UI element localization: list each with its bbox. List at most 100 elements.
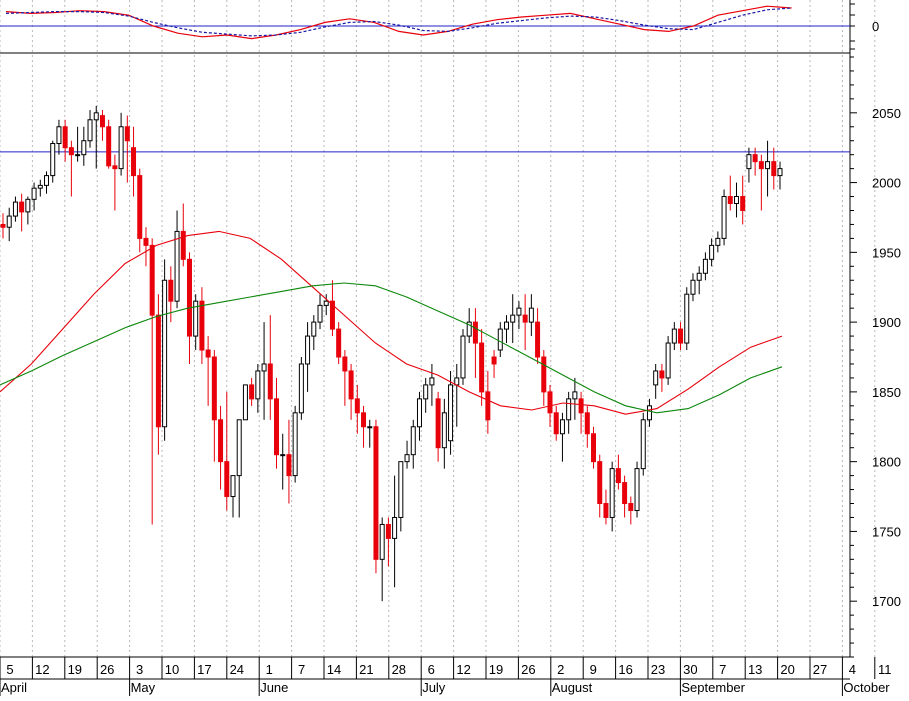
candle-body [255,370,261,400]
x-day-label: 24 [230,662,244,677]
y-tick-label: 1750 [872,524,901,539]
y-tick-label: 1700 [872,594,901,609]
candle-body [373,426,379,560]
y-tick-label: 1850 [872,385,901,400]
x-month-label: August [552,680,593,695]
candle-body [410,426,416,456]
candle-body [765,161,771,170]
candle-body [118,126,124,170]
candle-body [491,356,497,365]
candle-body [298,363,304,414]
candle-body [62,126,68,149]
candle-body [429,377,435,386]
x-month-label: April [1,680,27,695]
candle-body [44,175,50,186]
candle-body [37,184,43,189]
candle-body [516,307,522,316]
candle-body [50,143,56,177]
candle-body [361,412,367,428]
y-tick-label: 1900 [872,315,901,330]
candle-body [715,237,721,246]
candle-body [591,433,597,463]
x-month-label: October [843,680,890,695]
candle-body [131,147,137,177]
candle-body [479,342,485,393]
candle-body [460,335,466,379]
candle-body [236,419,242,477]
candle-body [336,328,342,358]
candle-body [211,356,217,421]
x-day-label: 19 [489,662,503,677]
x-day-label: 30 [683,662,697,677]
x-day-label: 12 [35,662,49,677]
y-tick-label: 2000 [872,176,901,191]
candle-body [684,293,690,344]
candle-body [740,196,746,211]
candle-body [522,314,528,323]
candle-body [497,328,503,351]
candle-body [193,300,199,337]
candle-body [174,230,180,302]
x-day-label: 20 [780,662,794,677]
x-day-label: 7 [719,662,726,677]
candle-body [646,405,652,421]
x-day-label: 3 [136,662,143,677]
candle-body [771,161,777,177]
x-day-label: 9 [590,662,597,677]
candle-body [702,258,708,274]
candle-body [609,468,615,518]
candle-body [528,307,534,323]
candle-body [435,398,441,449]
y-tick-label: 2050 [872,106,901,121]
x-day-label: 1 [266,662,273,677]
candle-body [541,356,547,393]
candle-body [367,426,373,429]
x-day-label: 21 [359,662,373,677]
candle-body [149,244,155,316]
candle-body [566,398,572,421]
candle-body [155,314,161,428]
x-day-label: 7 [298,662,305,677]
candle-body [578,398,584,414]
x-day-label: 17 [197,662,211,677]
candle-body [727,196,733,205]
candle-body [180,230,186,260]
candle-body [137,175,143,239]
candle-body [547,391,553,414]
candle-body [485,391,491,421]
candle-body [342,356,348,372]
x-day-label: 28 [392,662,406,677]
candle-body [99,115,105,128]
candle-body [274,398,280,456]
candle-body [665,342,671,379]
x-day-label: 23 [651,662,665,677]
candle-body [124,126,130,142]
candle-body [354,398,360,414]
moving-average-line [0,230,783,415]
x-day-label: 26 [521,662,535,677]
candle-body [162,279,168,428]
x-month-label: June [260,680,288,695]
candle-body [634,468,640,511]
candle-body [68,147,74,156]
candle-body [329,300,335,330]
candle-body [466,321,472,337]
candle-body [584,412,590,435]
candle-body [25,198,31,213]
y-tick-label: 1800 [872,455,901,470]
candle-body [398,461,404,518]
x-day-label: 5 [6,662,13,677]
candle-body [758,161,764,170]
candle-body [87,119,93,142]
candle-body [441,412,447,449]
candle-body [311,321,317,337]
candle-body [205,349,211,358]
candle-body [348,370,354,400]
x-day-label: 2 [557,662,564,677]
candle-body [323,300,329,306]
candle-body [659,370,665,379]
indicator-series-solid [5,5,792,40]
candle-body [448,384,454,442]
